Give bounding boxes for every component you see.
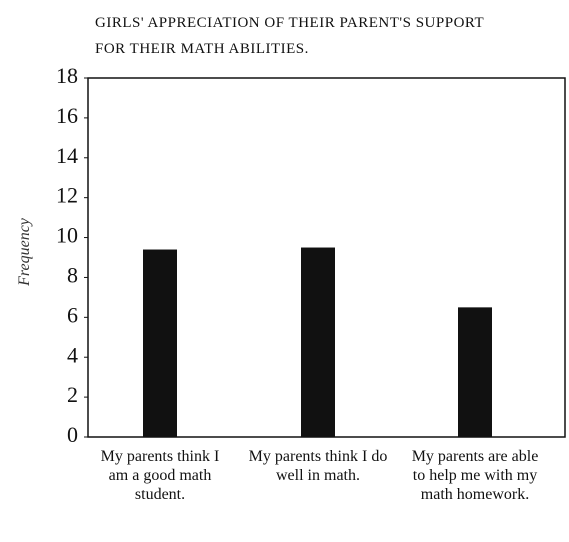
y-tick-label: 18 bbox=[56, 63, 78, 88]
bar bbox=[301, 247, 335, 437]
y-tick-label: 10 bbox=[56, 223, 78, 248]
x-tick-label: My parents are able to help me with my m… bbox=[411, 448, 539, 503]
y-tick-label: 16 bbox=[56, 103, 78, 128]
x-tick-label: My parents think I do well in math. bbox=[248, 448, 388, 484]
y-tick-label: 14 bbox=[56, 143, 78, 168]
y-tick-label: 2 bbox=[67, 382, 78, 407]
y-tick-label: 12 bbox=[56, 183, 78, 208]
x-tick-label: My parents think I am a good math studen… bbox=[100, 448, 220, 503]
y-tick-label: 0 bbox=[67, 422, 78, 447]
chart-title: GIRLS' APPRECIATION OF THEIR PARENT'S SU… bbox=[95, 15, 484, 57]
bar bbox=[458, 307, 492, 437]
y-tick-label: 6 bbox=[67, 302, 78, 327]
y-tick-label: 4 bbox=[67, 342, 78, 367]
y-tick-label: 8 bbox=[67, 262, 78, 287]
bar bbox=[143, 249, 177, 437]
